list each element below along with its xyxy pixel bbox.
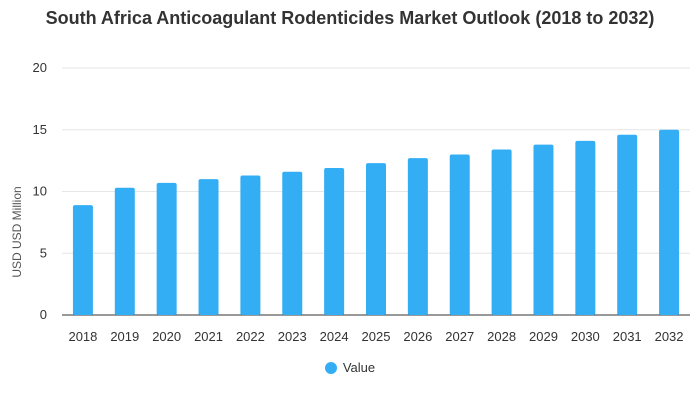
x-tick-label: 2027 xyxy=(445,329,474,344)
bar-2026[interactable] xyxy=(407,158,428,315)
bar-2032[interactable] xyxy=(659,129,680,315)
bar-2020[interactable] xyxy=(156,182,177,315)
bars xyxy=(72,129,680,315)
legend: Value xyxy=(0,360,700,375)
x-tick-label: 2025 xyxy=(362,329,391,344)
bar-2029[interactable] xyxy=(533,144,554,315)
x-tick-label: 2023 xyxy=(278,329,307,344)
chart-title: South Africa Anticoagulant Rodenticides … xyxy=(45,8,655,28)
x-tick-label: 2020 xyxy=(152,329,181,344)
bar-2028[interactable] xyxy=(491,149,512,315)
bar-2025[interactable] xyxy=(366,163,386,315)
bar-2023[interactable] xyxy=(282,171,303,315)
x-tick-labels: 2018 2019 2020 2021 2022 2023 2024 2025 2026 2027… xyxy=(68,329,683,344)
x-tick-label: 2021 xyxy=(194,329,223,344)
y-tick-label: 15 xyxy=(33,122,47,137)
legend-label-value: Value xyxy=(342,360,376,375)
y-tick-label: 20 xyxy=(33,60,47,75)
y-tick-label: 5 xyxy=(40,245,47,260)
bar-2030[interactable] xyxy=(575,140,596,315)
y-tick-labels: 0 5 10 15 20 xyxy=(33,60,47,322)
x-tick-label: 2019 xyxy=(110,329,139,344)
bar-2027[interactable] xyxy=(449,154,470,315)
x-tick-label: 2018 xyxy=(68,329,97,344)
bar-2021[interactable] xyxy=(198,179,219,315)
bar-2022[interactable] xyxy=(240,175,261,315)
bar-2031[interactable] xyxy=(617,134,638,315)
legend-swatch-value xyxy=(324,362,337,374)
x-tick-label: 2024 xyxy=(320,329,349,344)
x-tick-label: 2030 xyxy=(571,329,600,344)
x-tick-label: 2029 xyxy=(529,329,558,344)
y-tick-label: 10 xyxy=(33,184,47,199)
x-tick-label: 2026 xyxy=(403,329,432,344)
x-tick-label: 2032 xyxy=(655,329,684,344)
y-axis-label: USD USD Million xyxy=(10,186,24,277)
x-tick-label: 2028 xyxy=(487,329,516,344)
bar-2024[interactable] xyxy=(324,168,345,315)
y-tick-label: 0 xyxy=(40,307,47,322)
bar-2018[interactable] xyxy=(72,205,93,315)
x-tick-label: 2022 xyxy=(236,329,265,344)
bar-2019[interactable] xyxy=(114,187,135,315)
x-tick-label: 2031 xyxy=(613,329,642,344)
